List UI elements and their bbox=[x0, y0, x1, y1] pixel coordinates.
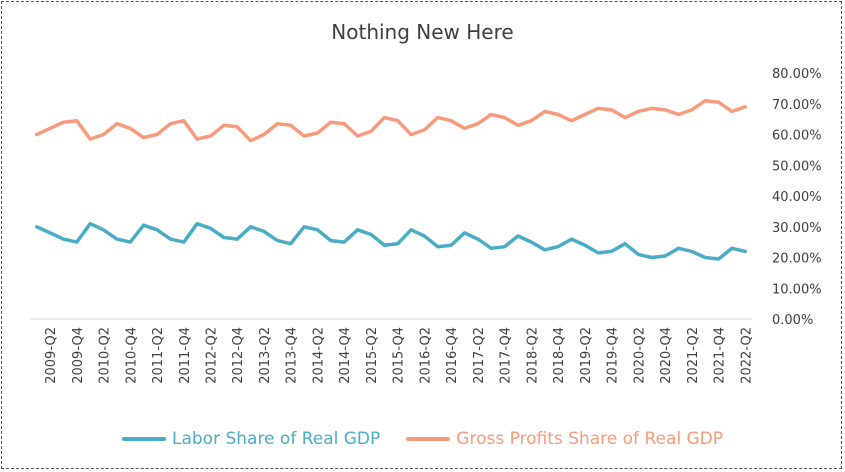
x-tick-label: 2016-Q4 bbox=[445, 327, 460, 384]
x-tick-label: 2017-Q2 bbox=[472, 327, 487, 384]
y-tick-label: 20.00% bbox=[772, 252, 822, 267]
y-tick-label: 40.00% bbox=[772, 190, 822, 205]
x-tick-label: 2012-Q4 bbox=[231, 327, 246, 384]
series-line-profits bbox=[34, 98, 748, 143]
legend-swatch-profits bbox=[406, 437, 451, 441]
x-tick-label: 2018-Q2 bbox=[525, 327, 540, 384]
x-tick-label: 2013-Q4 bbox=[285, 327, 300, 384]
y-tick-label: 60.00% bbox=[772, 129, 822, 144]
x-tick-label: 2014-Q4 bbox=[338, 327, 353, 384]
x-tick-label: 2010-Q2 bbox=[98, 327, 113, 384]
x-tick-label: 2013-Q2 bbox=[258, 327, 273, 384]
legend-swatch-labor bbox=[121, 437, 166, 441]
x-tick-label: 2015-Q4 bbox=[392, 327, 407, 384]
x-tick-label: 2011-Q2 bbox=[151, 327, 166, 384]
legend-item-profits: Gross Profits Share of Real GDP bbox=[406, 429, 723, 449]
x-tick-label: 2021-Q2 bbox=[686, 327, 701, 384]
legend-item-labor: Labor Share of Real GDP bbox=[121, 429, 381, 449]
x-tick-label: 2016-Q2 bbox=[418, 327, 433, 384]
x-tick-label: 2020-Q4 bbox=[659, 327, 674, 384]
x-tick-label: 2012-Q2 bbox=[205, 327, 220, 384]
y-tick-labels: 0.00% 10.00% 20.00% 30.00% 40.00% 50.00% 60.00… bbox=[772, 67, 822, 328]
legend-label-profits: Gross Profits Share of Real GDP bbox=[456, 429, 724, 449]
y-tick-label: 80.00% bbox=[772, 67, 822, 82]
y-tick-label: 0.00% bbox=[772, 313, 813, 328]
legend-label-labor: Labor Share of Real GDP bbox=[171, 429, 381, 449]
x-tick-label: 2010-Q4 bbox=[124, 327, 139, 384]
chart-title: Nothing New Here bbox=[331, 20, 514, 44]
x-tick-label: 2011-Q4 bbox=[178, 327, 193, 384]
x-tick-label: 2009-Q4 bbox=[71, 327, 86, 384]
x-tick-labels: 2009-Q2 2009-Q4 2010-Q2 2010-Q4 2011-Q2 2011-… bbox=[44, 327, 754, 384]
series-layer bbox=[34, 98, 748, 261]
x-tick-label: 2017-Q4 bbox=[499, 327, 514, 384]
series-line-labor bbox=[34, 221, 748, 261]
x-tick-label: 2019-Q2 bbox=[579, 327, 594, 384]
y-tick-label: 10.00% bbox=[772, 282, 822, 297]
y-tick-label: 70.00% bbox=[772, 98, 822, 113]
y-tick-label: 50.00% bbox=[772, 159, 822, 174]
x-tick-label: 2020-Q2 bbox=[632, 327, 647, 384]
x-tick-label: 2022-Q2 bbox=[739, 327, 754, 384]
x-tick-label: 2018-Q4 bbox=[552, 327, 567, 384]
legend: Labor Share of Real GDP Gross Profits Sh… bbox=[0, 424, 845, 454]
x-tick-label: 2009-Q2 bbox=[44, 327, 59, 384]
x-tick-label: 2019-Q4 bbox=[606, 327, 621, 384]
x-tick-label: 2014-Q2 bbox=[312, 327, 327, 384]
y-tick-label: 30.00% bbox=[772, 221, 822, 236]
x-tick-label: 2015-Q2 bbox=[365, 327, 380, 384]
x-tick-label: 2021-Q4 bbox=[713, 327, 728, 384]
